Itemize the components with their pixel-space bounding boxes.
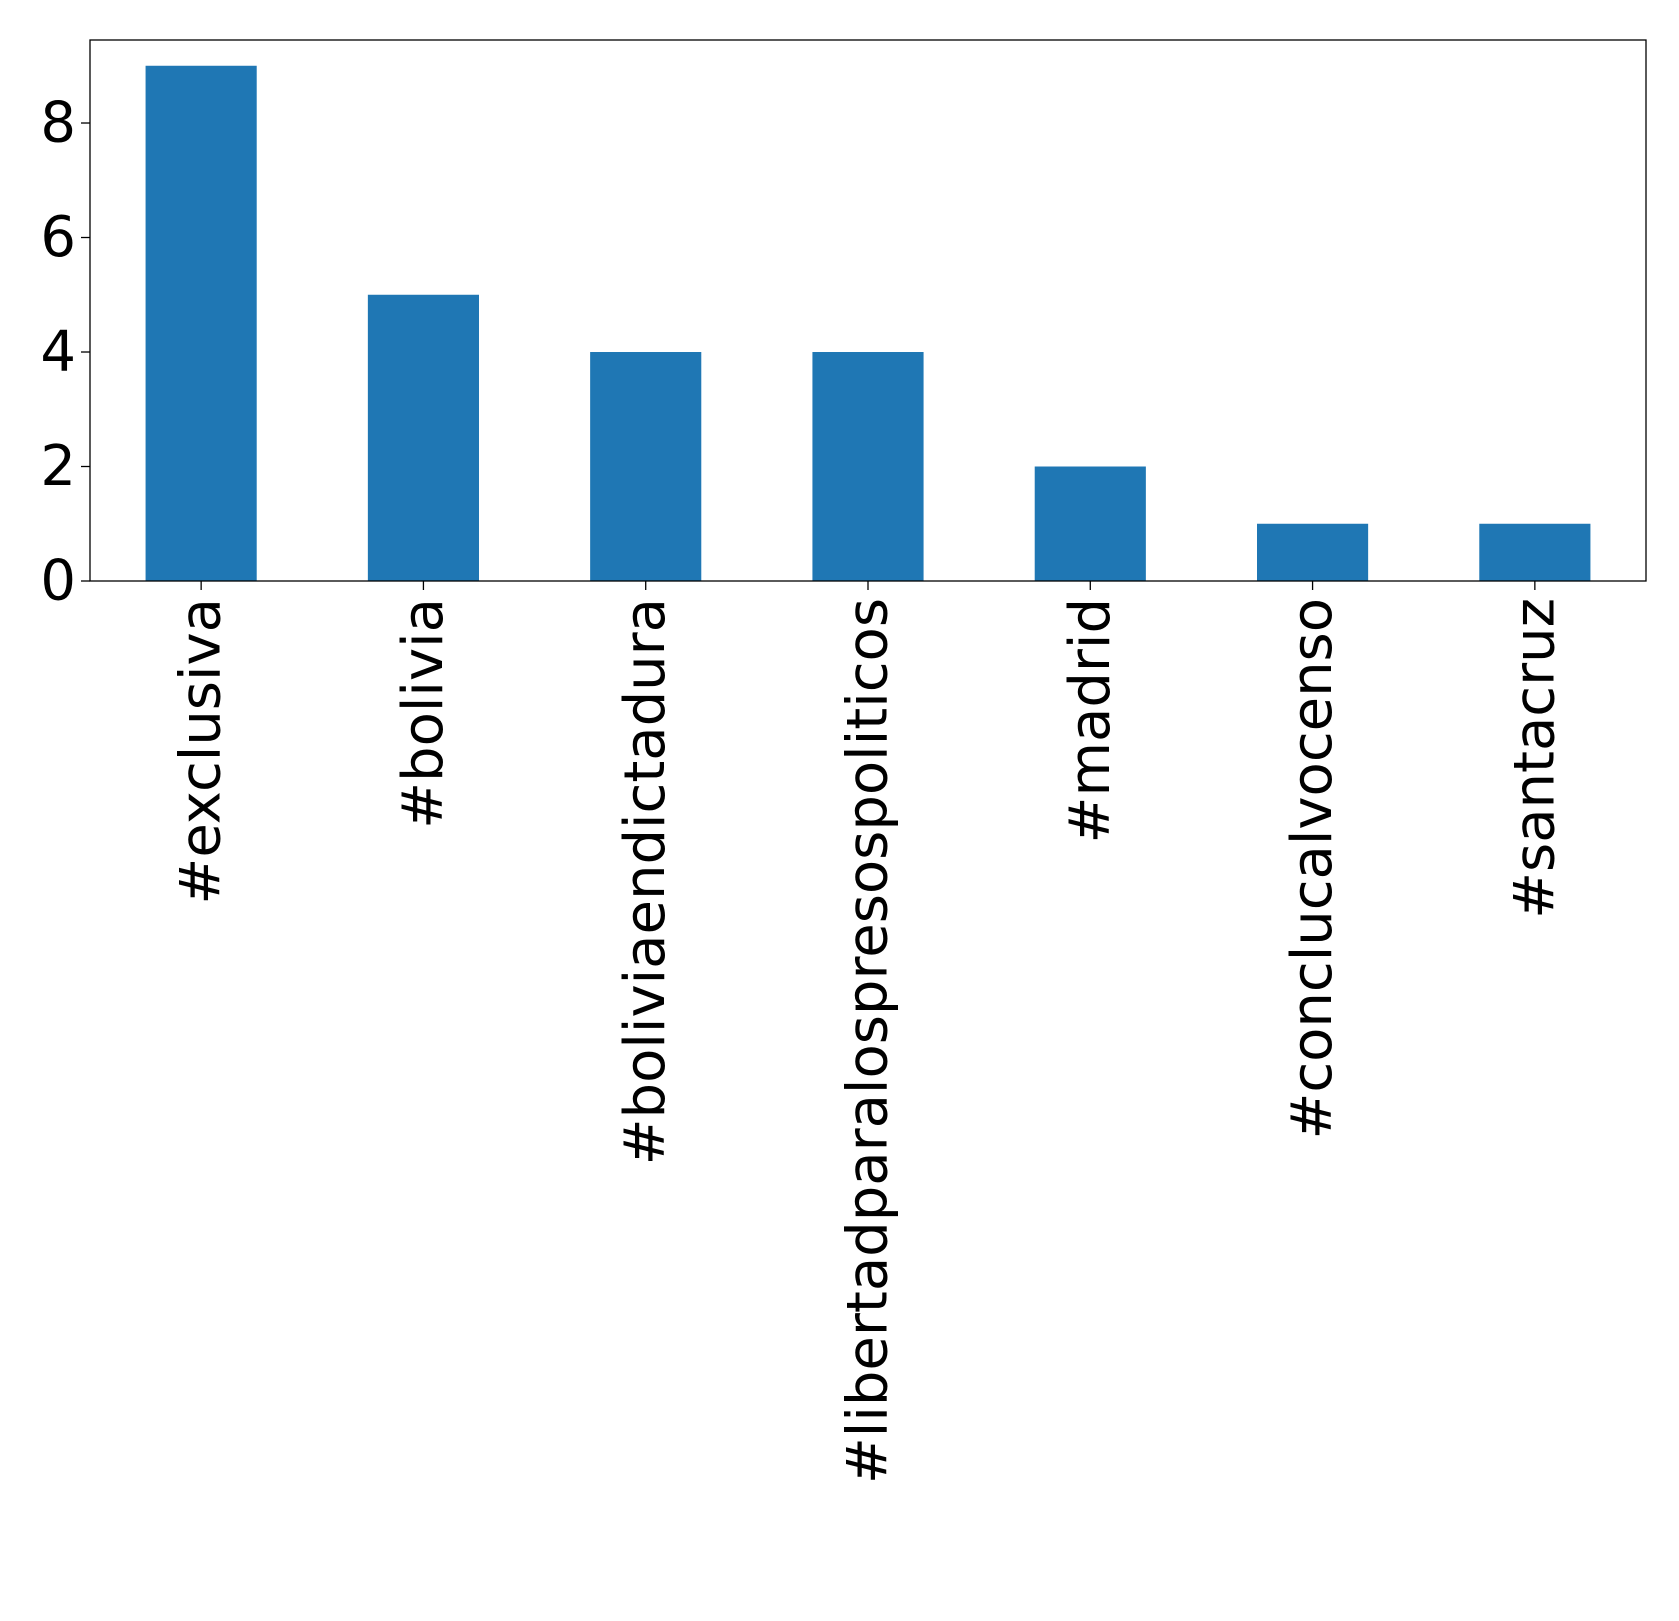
x-tick-label: #libertadparalospresospoliticos (836, 598, 901, 1484)
x-tick-label: #santacruz (1502, 598, 1567, 919)
y-tick-label: 8 (40, 91, 76, 156)
ticks-layer: 0 2 4 6 8 #exclusiva #bolivia #boliviaendictadu… (40, 91, 1567, 1485)
y-tick-label: 0 (40, 549, 76, 614)
bar (145, 65, 257, 581)
y-tick-label: 6 (40, 205, 76, 270)
x-tick-label: #bolivia (391, 598, 456, 829)
x-tick-label: #boliviaendictadura (613, 598, 678, 1165)
bar (812, 352, 924, 581)
bar (1479, 523, 1591, 581)
x-tick-label: #conclucalvocenso (1280, 598, 1345, 1140)
y-tick-label: 2 (40, 434, 76, 499)
x-tick-label: #exclusiva (169, 598, 234, 905)
x-tick-label: #madrid (1058, 598, 1123, 843)
bar (590, 352, 702, 581)
bar (1034, 466, 1146, 581)
bars-layer (145, 65, 1591, 581)
y-tick-label: 4 (40, 320, 76, 385)
bar (1257, 523, 1369, 581)
bar (367, 294, 479, 581)
